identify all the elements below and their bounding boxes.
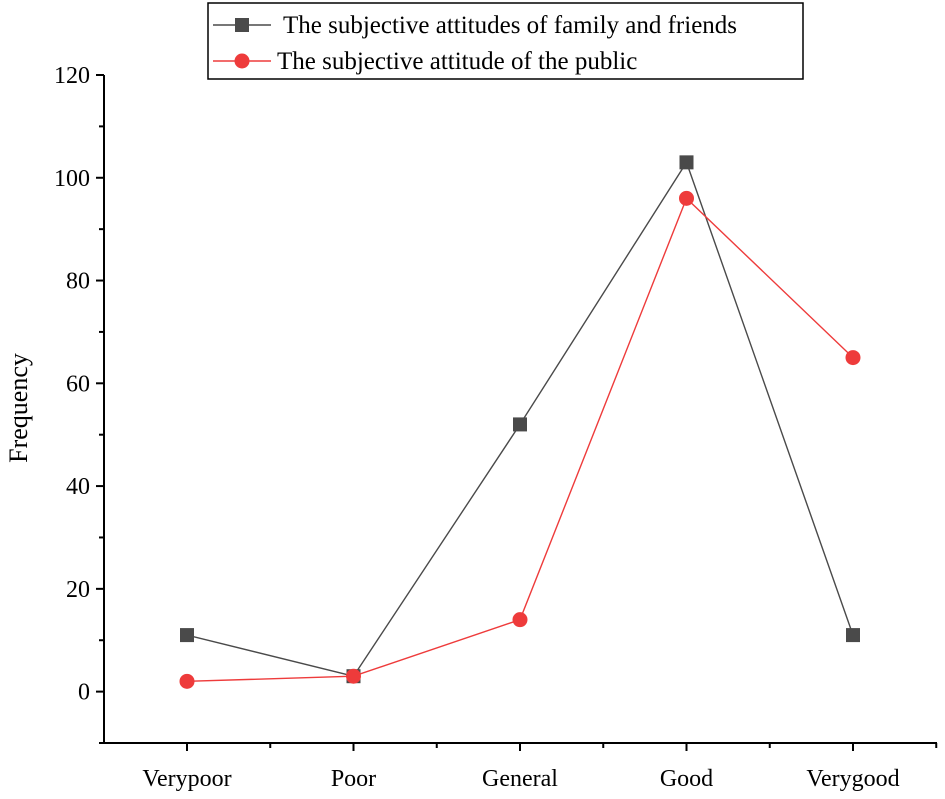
legend-box (207, 2, 804, 80)
y-tick-label: 40 (66, 474, 90, 500)
legend-marker-circle (234, 53, 250, 69)
legend-label-2: The subjective attitude of the public (277, 48, 637, 75)
y-tick-label: 0 (78, 680, 90, 706)
legend-label-1: The subjective attitudes of family and f… (283, 12, 737, 39)
y-tick-label: 120 (54, 63, 90, 89)
series-1-point (180, 628, 194, 643)
legend-marker-square (235, 18, 249, 32)
series-line-2 (186, 197, 854, 683)
series-2-point (512, 612, 528, 628)
x-tick-label: Good (660, 766, 713, 792)
y-tick-label: 100 (54, 166, 90, 192)
series-1-point (846, 628, 860, 643)
x-tick-label: Verypoor (142, 766, 231, 792)
y-tick-label: 60 (66, 371, 90, 397)
series-1-point (513, 417, 527, 432)
x-tick-label: Verygood (806, 766, 899, 792)
series-2-point (346, 668, 361, 684)
x-tick-label: Poor (331, 766, 376, 792)
series-2-point (845, 350, 861, 366)
x-tick-label: General (482, 766, 558, 792)
series-2-point (179, 673, 195, 689)
y-tick-label: 20 (66, 577, 90, 603)
series-2-point (679, 190, 694, 206)
y-tick-label: 80 (66, 269, 90, 295)
y-axis-title: Frequency (4, 353, 33, 463)
series-1-point (679, 155, 694, 170)
